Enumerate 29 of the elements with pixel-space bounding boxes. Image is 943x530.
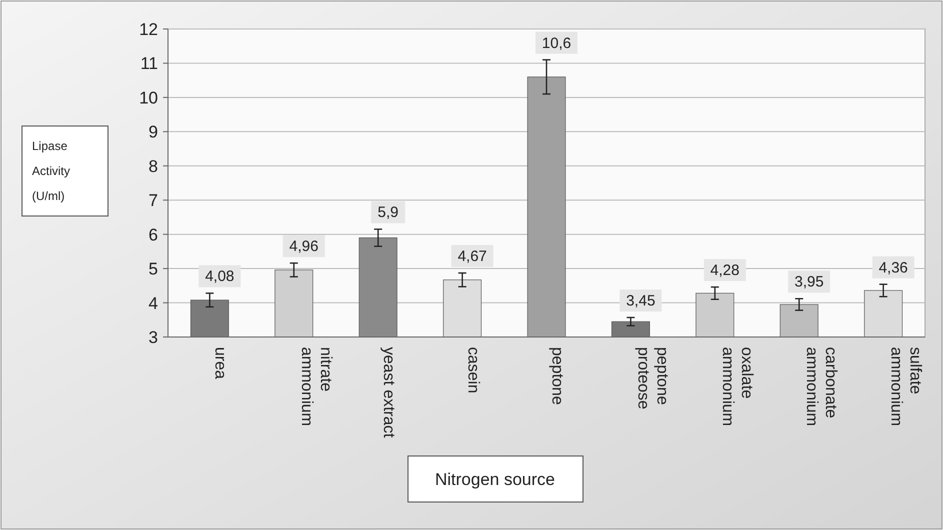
y-tick-label: 11 bbox=[140, 54, 158, 74]
y-tick-label: 12 bbox=[139, 20, 158, 39]
x-tick-label: ammonium oxalate bbox=[718, 347, 755, 426]
y-tick-label: 4 bbox=[148, 294, 158, 313]
x-tick-label: proteose peptone bbox=[634, 347, 671, 410]
data-label: 4,96 bbox=[289, 238, 318, 256]
x-tick-label: peptone bbox=[548, 347, 566, 405]
y-tick-label: 8 bbox=[148, 156, 158, 176]
data-label: 3,95 bbox=[794, 274, 824, 291]
x-tick-label: casein bbox=[464, 347, 482, 394]
y-tick-label: 9 bbox=[148, 122, 158, 142]
data-label: 4,28 bbox=[710, 262, 740, 280]
x-tick-label: ammonium sulfate bbox=[887, 347, 924, 426]
data-label: 4,36 bbox=[878, 259, 908, 276]
data-label: 4,08 bbox=[205, 268, 234, 286]
data-label: 3,45 bbox=[626, 292, 656, 310]
x-tick-label: urea bbox=[212, 347, 229, 380]
y-tick-label: 7 bbox=[148, 191, 158, 210]
data-label: 4,67 bbox=[458, 248, 487, 266]
y-tick-label: 5 bbox=[148, 260, 158, 279]
data-label: 5,9 bbox=[378, 204, 399, 222]
x-tick-label: yeast extract bbox=[380, 347, 398, 438]
x-tick-label: ammonium nitrate bbox=[298, 347, 334, 426]
y-tick-label: 10 bbox=[139, 88, 158, 108]
x-axis-title: Nitrogen source bbox=[434, 470, 556, 489]
y-tick-label: 6 bbox=[148, 225, 158, 244]
text: Lipase Activity (U/ml) bbox=[32, 139, 70, 203]
y-tick-label: 3 bbox=[148, 328, 158, 347]
data-label: 10,6 bbox=[542, 34, 572, 52]
